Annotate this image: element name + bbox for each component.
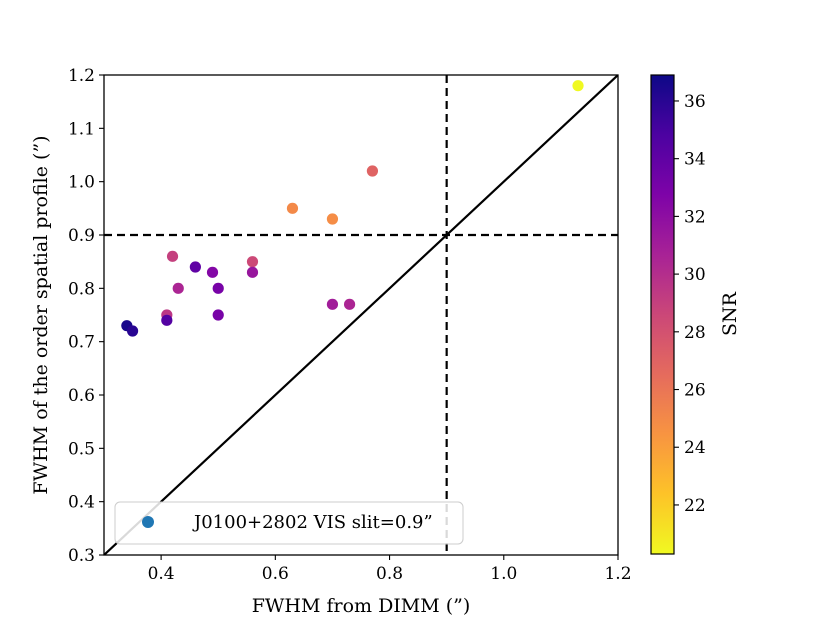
colorbar-frame (650, 74, 675, 555)
scatter-point (286, 202, 299, 214)
identity-line (104, 75, 618, 555)
x-tick-label: 0.8 (376, 564, 403, 584)
scatter-point (161, 314, 173, 326)
legend-label: J0100+2802 VIS slit=0.9” (192, 512, 433, 533)
y-tick-label: 0.5 (68, 439, 95, 459)
scatter-point (189, 261, 201, 273)
scatter-point (172, 282, 184, 294)
scatter-point (206, 266, 219, 278)
colorbar-tick-label: 30 (684, 265, 706, 285)
legend-box (114, 501, 464, 545)
y-tick-label: 0.3 (68, 546, 95, 566)
x-tick-label: 1.0 (490, 564, 517, 584)
colorbar-tick-label: 36 (684, 92, 706, 112)
y-tick-label: 1.2 (68, 66, 95, 86)
scatter-point (166, 250, 179, 262)
x-axis-ticks: 0.4 0.6 0.8 1.0 1.2 (148, 555, 632, 584)
y-tick-label: 0.4 (68, 493, 95, 513)
colorbar-tick-label: 26 (684, 381, 706, 401)
plot-frame (103, 74, 619, 556)
colorbar-label: SNR (719, 291, 741, 336)
y-axis-ticks: 0.3 0.4 0.5 0.6 0.7 0.8 0.9 1.0 1.1 1.2 (68, 66, 104, 566)
y-tick-label: 0.6 (68, 386, 95, 406)
colorbar-tick-label: 28 (684, 323, 706, 343)
x-tick-label: 1.2 (604, 564, 631, 584)
colorbar: 22 24 26 28 30 32 34 36 SNR (650, 74, 741, 555)
colorbar-ticks: 22 24 26 28 30 32 34 36 (674, 92, 706, 516)
legend: J0100+2802 VIS slit=0.9” (114, 501, 464, 545)
y-tick-label: 1.0 (68, 173, 95, 193)
colorbar-tick-label: 34 (684, 150, 706, 170)
colorbar-tick-label: 32 (684, 207, 706, 227)
scatter-point (326, 298, 339, 310)
scatter-point (572, 80, 584, 92)
scatter-point (212, 309, 224, 321)
x-tick-label: 0.6 (262, 564, 289, 584)
scatter-point (326, 213, 339, 225)
colorbar-tick-label: 22 (684, 496, 706, 516)
y-tick-label: 0.7 (68, 333, 95, 353)
x-axis-label: FWHM from DIMM (”) (252, 595, 471, 617)
y-tick-label: 1.1 (68, 119, 95, 139)
x-tick-label: 0.4 (148, 564, 175, 584)
scatter-point (246, 256, 259, 268)
y-axis-label: FWHM of the order spatial profile (”) (30, 135, 52, 494)
scatter-points (121, 80, 584, 337)
legend-marker (142, 516, 154, 528)
colorbar-gradient (651, 75, 674, 554)
scatter-point (366, 165, 379, 177)
scatter-point (126, 325, 139, 337)
y-tick-label: 0.9 (68, 226, 95, 246)
scatter-point (246, 266, 259, 278)
colorbar-tick-label: 24 (684, 438, 706, 458)
scatter-point (212, 282, 224, 294)
y-tick-label: 0.8 (68, 279, 95, 299)
scatter-point (343, 298, 356, 310)
